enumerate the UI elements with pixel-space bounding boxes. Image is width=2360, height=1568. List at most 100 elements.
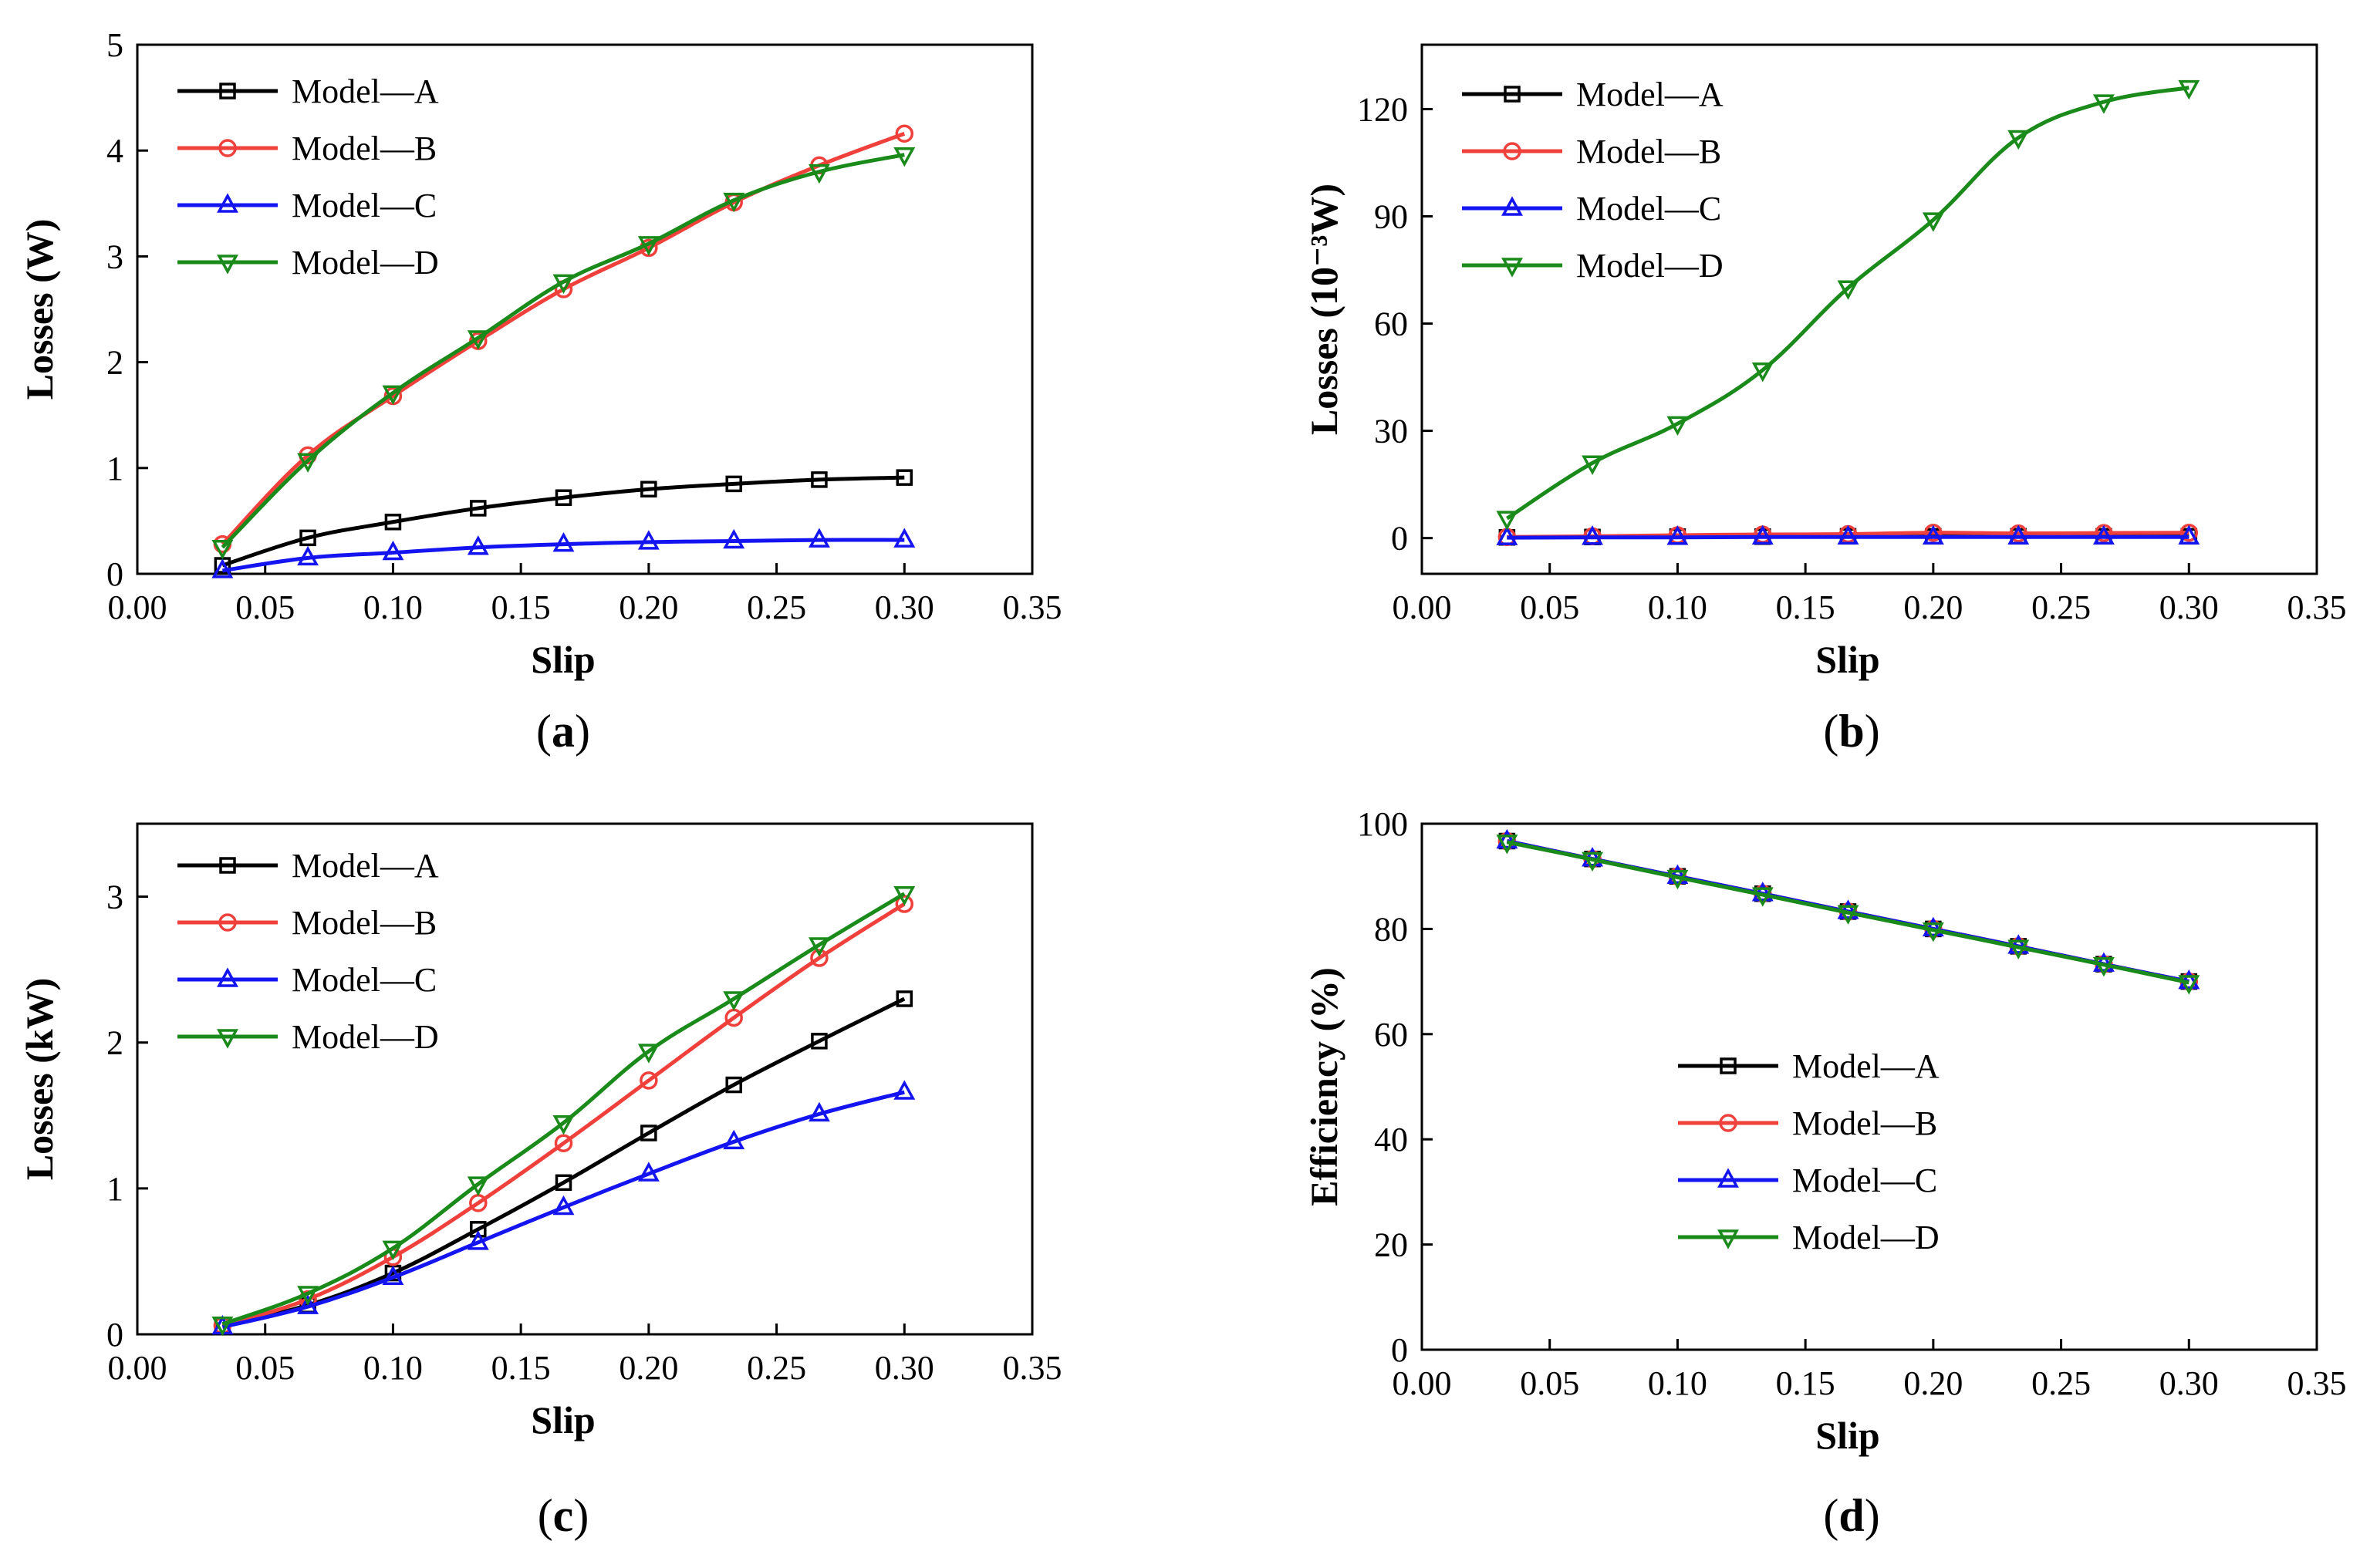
legend-label: Model—A xyxy=(292,847,439,885)
data-point xyxy=(1496,835,1518,855)
y-tick-label: 120 xyxy=(1357,90,1408,128)
series-line xyxy=(1506,86,2189,521)
x-tick-label: 0.30 xyxy=(2159,588,2219,626)
x-tick-label: 0.00 xyxy=(108,1349,167,1387)
data-point xyxy=(552,274,575,294)
legend-marker xyxy=(217,255,238,275)
legend-marker xyxy=(1503,142,1521,160)
x-tick-label: 0.20 xyxy=(1903,588,1963,626)
data-point xyxy=(382,385,404,406)
data-point xyxy=(211,558,234,578)
x-tick-label: 0.00 xyxy=(1393,588,1452,626)
data-point xyxy=(382,1240,404,1261)
data-point xyxy=(384,514,402,531)
series-line xyxy=(1507,534,2189,540)
x-tick-label: 0.35 xyxy=(1003,588,1062,626)
data-point xyxy=(893,1080,916,1100)
data-point xyxy=(1582,851,1604,872)
data-point xyxy=(1751,887,1774,907)
y-axis-title: Losses (kW) xyxy=(18,978,61,1181)
y-tick-label: 100 xyxy=(1357,805,1408,843)
series-line xyxy=(221,902,906,1328)
x-tick-label: 0.15 xyxy=(491,1349,551,1387)
data-point xyxy=(808,1101,830,1122)
data-point xyxy=(725,475,742,493)
panel-caption: (b) xyxy=(1823,706,1879,757)
x-axis-title: Slip xyxy=(531,638,595,681)
data-point xyxy=(1837,524,1859,545)
legend-marker xyxy=(1501,196,1523,216)
legend-marker xyxy=(217,1029,238,1049)
data-point xyxy=(893,886,916,906)
x-axis-title: Slip xyxy=(531,1398,595,1442)
legend-label: Model—D xyxy=(292,1018,439,1056)
y-tick-label: 60 xyxy=(1374,1016,1408,1054)
x-tick-label: 0.10 xyxy=(363,1349,423,1387)
data-point xyxy=(1922,212,1944,232)
x-tick-label: 0.25 xyxy=(2031,588,2091,626)
data-point xyxy=(1666,869,1689,890)
data-point xyxy=(299,529,316,547)
series-line xyxy=(1506,840,2189,985)
y-tick-label: 2 xyxy=(106,1024,123,1062)
series-line xyxy=(221,1090,905,1329)
data-point xyxy=(808,528,830,548)
x-tick-label: 0.25 xyxy=(2031,1364,2091,1402)
data-point xyxy=(467,330,489,350)
x-tick-label: 0.05 xyxy=(235,1349,295,1387)
y-axis-title: Efficiency (%) xyxy=(1302,967,1345,1206)
x-tick-label: 0.35 xyxy=(2287,588,2347,626)
legend-label: Model—B xyxy=(1576,133,1721,170)
x-tick-label: 0.25 xyxy=(747,1349,806,1387)
legend-label: Model—C xyxy=(1576,190,1721,228)
data-point xyxy=(893,147,916,167)
y-tick-label: 90 xyxy=(1374,197,1408,235)
legend-marker xyxy=(1501,258,1523,278)
data-point xyxy=(211,539,234,560)
data-point xyxy=(811,471,828,488)
y-tick-label: 0 xyxy=(1391,520,1408,558)
data-point xyxy=(2007,524,2030,545)
y-tick-label: 30 xyxy=(1374,413,1408,450)
legend-marker xyxy=(219,857,236,874)
data-point xyxy=(552,531,575,552)
data-point xyxy=(1496,525,1518,545)
data-point xyxy=(893,528,916,548)
data-point xyxy=(808,937,830,957)
legend-label: Model—B xyxy=(292,904,437,942)
data-point xyxy=(297,453,319,473)
plot-frame xyxy=(1420,43,2318,575)
y-tick-label: 40 xyxy=(1374,1121,1408,1158)
data-point xyxy=(467,1176,489,1196)
data-point xyxy=(467,1230,489,1250)
series-line xyxy=(221,475,905,568)
legend-marker xyxy=(219,83,236,99)
legend-label: Model—C xyxy=(292,187,437,224)
x-axis-title: Slip xyxy=(1815,1414,1879,1457)
legend-marker xyxy=(1717,1229,1739,1249)
data-point xyxy=(896,990,913,1007)
x-tick-label: 0.10 xyxy=(1648,588,1707,626)
x-tick-label: 0.15 xyxy=(1776,588,1835,626)
legend-label: Model—B xyxy=(292,130,437,167)
data-point xyxy=(470,1221,487,1238)
data-point xyxy=(1666,416,1689,436)
data-point xyxy=(2092,957,2115,977)
panel-a: 0.00 0.05 0.10 0.15 0.20 0.25 0.30 0.35 0 1 2 3 4 5 Sl… xyxy=(18,26,1062,757)
x-tick-label: 0.05 xyxy=(1520,588,1579,626)
x-tick-label: 0.05 xyxy=(235,588,295,626)
x-tick-label: 0.00 xyxy=(108,588,167,626)
legend-marker xyxy=(1504,86,1521,103)
legend-label: Model—A xyxy=(1792,1047,1940,1085)
legend: Model—A Model—B Model—C Model—D xyxy=(1678,1047,1940,1256)
legend-label: Model—D xyxy=(1792,1219,1940,1256)
plot-frame xyxy=(1420,822,2318,1351)
data-point xyxy=(637,1162,660,1182)
series-line xyxy=(221,892,906,1327)
y-tick-label: 0 xyxy=(1391,1331,1408,1369)
legend-label: Model—B xyxy=(1792,1104,1937,1142)
data-point xyxy=(811,1033,828,1050)
series-line xyxy=(221,131,906,546)
